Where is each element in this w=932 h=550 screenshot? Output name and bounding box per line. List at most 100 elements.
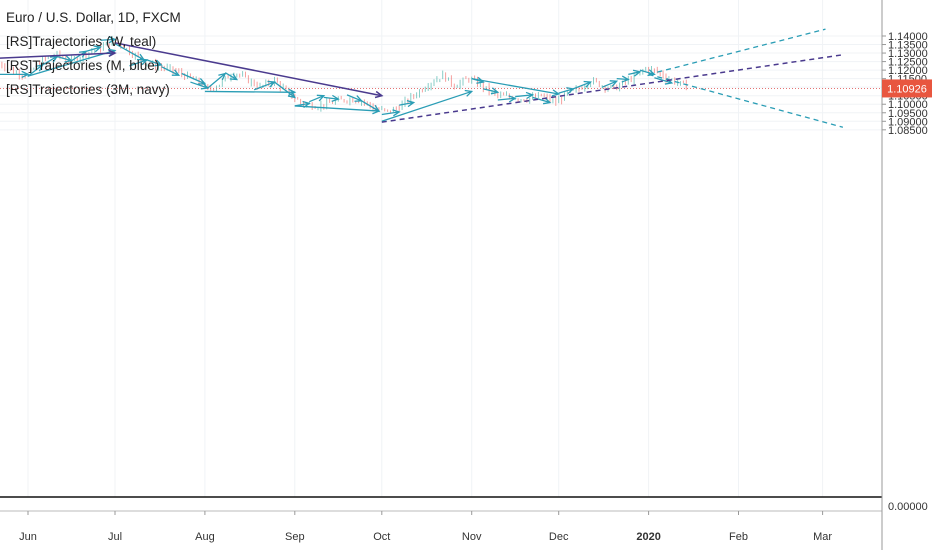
x-tick-label: Dec	[549, 531, 569, 543]
trajectory-weekly	[161, 66, 180, 76]
trajectory-weekly-head	[108, 36, 117, 44]
trajectory-weekly-head	[632, 69, 642, 77]
y-tick-label: 1.13500	[888, 40, 928, 52]
trajectory-weekly	[146, 59, 162, 66]
trajectory-quarterly-head	[374, 90, 384, 99]
last-price-label: 1.10926	[887, 83, 927, 95]
trajectory-weekly-head	[316, 94, 326, 102]
x-tick-label: Jul	[108, 531, 122, 543]
trajectory-weekly	[181, 72, 206, 85]
x-tick-label: Oct	[373, 531, 390, 543]
trajectory-weekly-head	[154, 59, 163, 67]
trajectory-weekly	[253, 81, 275, 91]
trajectory-weekly	[497, 97, 516, 101]
trajectory-weekly-head	[392, 109, 401, 117]
trajectory-weekly	[27, 49, 116, 77]
trajectory-weekly-projection	[648, 73, 844, 128]
trajectory-weekly	[558, 88, 574, 94]
legend-indicator-weekly[interactable]: [RS]Trajectories (W, teal)	[6, 34, 157, 49]
trajectory-weekly	[346, 94, 362, 102]
trajectory-weekly	[207, 73, 226, 89]
legend-indicator-quarterly[interactable]: [RS]Trajectories (3M, navy)	[6, 82, 170, 97]
trajectory-weekly-head	[508, 95, 517, 103]
y-tick-label: 1.09000	[888, 116, 928, 128]
trajectory-weekly	[471, 78, 559, 95]
trajectory-weekly	[572, 81, 591, 90]
trajectory-weekly-head	[583, 80, 592, 88]
trajectory-weekly	[204, 90, 295, 93]
y-tick-label: 1.09500	[888, 108, 928, 120]
trajectory-weekly	[628, 71, 641, 76]
legend-indicator-monthly[interactable]: [RS]Trajectories (M, blue)	[6, 58, 160, 73]
trajectory-overlays	[0, 28, 844, 128]
x-axis-background	[0, 497, 882, 550]
trajectory-weekly-head	[464, 89, 474, 97]
trajectory-weekly	[224, 72, 238, 81]
trajectory-weekly	[71, 50, 87, 62]
trajectory-weekly	[616, 78, 629, 81]
trajectory-weekly-head	[21, 70, 30, 79]
y-tick-label: 1.12000	[888, 65, 928, 77]
trajectory-weekly-head	[542, 97, 552, 105]
trajectory-weekly-head	[621, 75, 630, 83]
trajectory-weekly-head	[609, 80, 619, 87]
trajectory-weekly-head	[406, 100, 416, 108]
trajectory-weekly	[42, 55, 58, 66]
trajectory-weekly	[85, 46, 101, 52]
trajectory-weekly	[27, 64, 43, 77]
trajectory-weekly	[309, 95, 325, 103]
trajectory-weekly	[190, 81, 209, 89]
trajectory-quarterly	[114, 42, 382, 97]
trajectory-weekly-head	[287, 90, 296, 99]
trajectory-weekly	[381, 90, 472, 122]
y-zero-label: 0.00000	[888, 501, 928, 513]
trajectory-weekly-projection	[648, 28, 826, 76]
x-tick-label: Feb	[729, 531, 748, 543]
trajectory-weekly-head	[218, 72, 227, 81]
trajectory-weekly-head	[331, 94, 340, 103]
x-tick-label: Aug	[195, 531, 215, 543]
trajectory-weekly-head	[229, 73, 239, 81]
x-tick-label: Jun	[19, 531, 37, 543]
trajectory-weekly	[294, 105, 379, 112]
trajectory-weekly	[114, 43, 145, 61]
x-tick-label: Sep	[285, 531, 305, 543]
y-tick-label: 1.08500	[888, 125, 928, 137]
trajectory-weekly	[381, 111, 400, 116]
trajectory-weekly-head	[93, 45, 102, 53]
trajectory-weekly	[100, 38, 116, 41]
legend-symbol-title[interactable]: Euro / U.S. Dollar, 1D, FXCM	[6, 10, 181, 25]
trajectory-quarterly	[0, 52, 116, 59]
trajectory-weekly-head	[476, 76, 485, 84]
trajectory-weekly	[129, 59, 148, 67]
trajectory-weekly-head	[490, 87, 500, 95]
trajectory-weekly	[654, 77, 672, 84]
trajectory-quarterly-projection	[381, 54, 844, 123]
trajectory-weekly	[483, 88, 498, 93]
grid-lines	[0, 0, 882, 497]
trajectory-weekly	[274, 81, 296, 98]
trajectory-weekly	[56, 55, 72, 62]
trajectory-weekly	[532, 96, 551, 104]
trajectory-weekly-head	[551, 89, 561, 97]
trajectory-weekly-head	[197, 78, 207, 85]
trajectory-weekly-head	[372, 107, 381, 115]
trajectory-weekly	[323, 96, 339, 100]
trajectory-weekly	[515, 94, 533, 98]
x-tick-label: Nov	[462, 531, 482, 543]
y-tick-label: 1.12500	[888, 57, 928, 69]
y-tick-label: 1.10000	[888, 99, 928, 111]
trajectory-weekly	[399, 101, 414, 106]
last-price-badge: 1.10926	[882, 79, 932, 98]
trajectory-weekly-head	[525, 91, 535, 100]
x-axis[interactable]: Jun Jul Aug Sep Oct Nov Dec 2020 Feb Mar	[19, 511, 832, 543]
trajectory-quarterly-head	[108, 49, 117, 58]
x-tick-label: 2020	[636, 531, 660, 543]
trajectory-weekly	[601, 80, 617, 88]
trajectory-weekly-head	[171, 69, 181, 76]
y-tick-label: 1.14000	[888, 31, 928, 43]
y-tick-label: 1.13000	[888, 48, 928, 60]
legend: Euro / U.S. Dollar, 1D, FXCM [RS]Traject…	[6, 6, 181, 102]
x-tick-label: Mar	[813, 531, 832, 543]
